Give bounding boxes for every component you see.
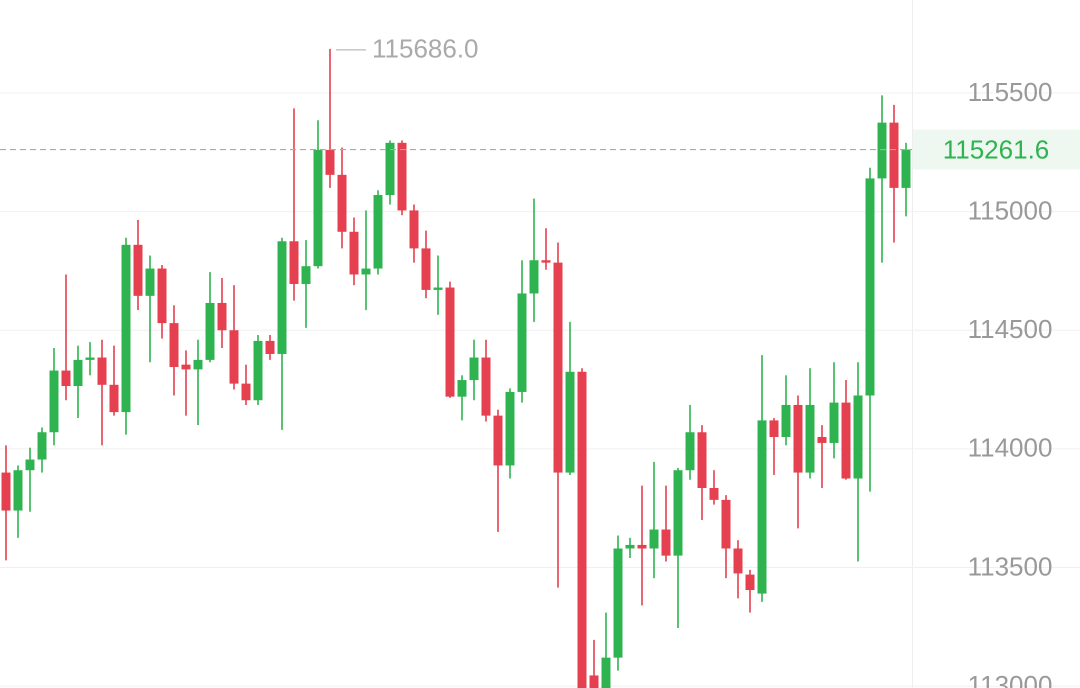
candle-body — [361, 268, 371, 275]
candle-body — [289, 241, 299, 284]
candle-body — [349, 231, 359, 275]
candle-body — [85, 357, 95, 360]
candle-body — [301, 266, 311, 284]
y-tick-label: 115500 — [968, 77, 1053, 107]
candle-body — [685, 432, 695, 471]
candle-body — [541, 260, 551, 263]
candle-body — [469, 357, 479, 381]
candle-body — [673, 470, 683, 556]
candle-body — [805, 404, 815, 473]
candle-body — [841, 402, 851, 479]
candle-body — [817, 436, 827, 443]
candle-body — [121, 244, 131, 413]
candle-body — [589, 675, 599, 688]
candle-body — [721, 499, 731, 549]
candle-body — [481, 357, 491, 416]
candle-body — [697, 432, 707, 489]
candle-body — [25, 459, 35, 471]
candle-body — [229, 330, 239, 384]
candle-body — [565, 371, 575, 473]
candle-body — [337, 174, 347, 232]
candle-body — [1, 472, 11, 511]
candle-body — [493, 415, 503, 466]
candle-body — [505, 391, 515, 466]
candle-body — [625, 544, 635, 549]
candle-body — [97, 357, 107, 385]
candle-body — [109, 384, 119, 413]
candle-body — [265, 340, 275, 354]
candle-body — [637, 544, 647, 549]
candle-body — [733, 548, 743, 574]
y-tick-label: 114000 — [968, 433, 1053, 463]
candle-body — [73, 359, 83, 386]
candle-body — [193, 359, 203, 370]
candle-body — [13, 470, 23, 511]
candle-body — [409, 210, 419, 249]
candle-body — [61, 370, 71, 386]
candle-body — [853, 395, 863, 479]
candle-body — [397, 142, 407, 211]
candle-body — [133, 244, 143, 296]
candle-body — [769, 420, 779, 437]
candle-body — [865, 178, 875, 396]
axis-divider — [912, 0, 913, 688]
candle-body — [253, 340, 263, 401]
candle-body — [793, 404, 803, 473]
last-price-label: 115261.6 — [943, 134, 1050, 164]
candle-body — [781, 404, 791, 437]
candle-body — [577, 371, 587, 688]
y-tick-label: 115000 — [968, 195, 1053, 225]
candle-body — [709, 488, 719, 500]
y-tick-label: 113000 — [968, 670, 1053, 688]
candle-body — [37, 432, 47, 460]
candles — [1, 48, 911, 688]
y-tick-label: 113500 — [968, 551, 1053, 581]
candle-body — [157, 268, 167, 324]
candle-body — [313, 149, 323, 267]
candle-body — [433, 287, 443, 290]
candle-body — [205, 302, 215, 360]
candle-body — [889, 122, 899, 188]
candle-body — [373, 195, 383, 269]
candle-body — [325, 149, 335, 175]
candle-body — [901, 149, 911, 188]
candle-body — [49, 370, 59, 433]
candle-body — [445, 287, 455, 397]
candle-body — [145, 268, 155, 296]
candle-body — [829, 402, 839, 443]
candle-body — [529, 260, 539, 294]
last-price-box — [913, 129, 1080, 170]
candle-body — [601, 657, 611, 688]
candle-body — [553, 262, 563, 473]
candle-body — [745, 574, 755, 591]
y-tick-label: 114500 — [968, 314, 1053, 344]
candle-body — [421, 248, 431, 290]
candle-body — [877, 122, 887, 179]
candle-body — [757, 420, 767, 594]
candle-body — [517, 293, 527, 392]
candle-body — [649, 529, 659, 549]
candle-body — [385, 142, 395, 196]
candle-body — [277, 241, 287, 354]
max-label: 115686.0 — [372, 34, 479, 64]
candle-body — [241, 383, 251, 401]
candle-body — [217, 302, 227, 331]
candle-body — [457, 380, 467, 397]
candle-body — [169, 323, 179, 368]
candle-body — [661, 529, 671, 556]
candle-body — [181, 364, 191, 370]
candle-body — [613, 548, 623, 658]
